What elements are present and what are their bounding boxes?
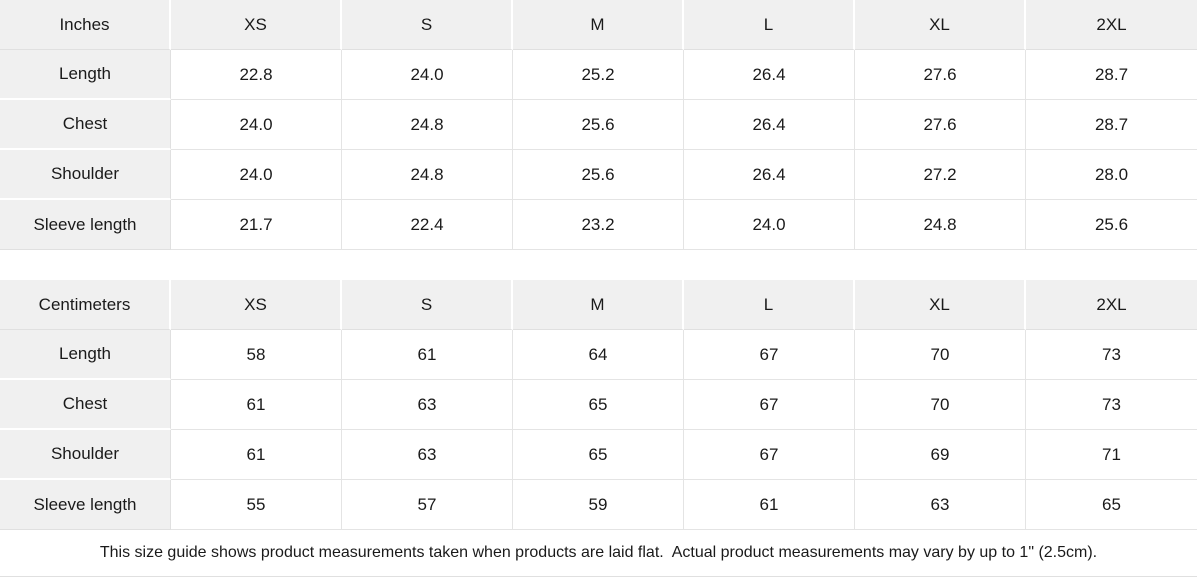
measurement-cell: 27.2 bbox=[855, 150, 1026, 200]
measurement-cell: 71 bbox=[1026, 430, 1197, 480]
measurement-cell: 55 bbox=[171, 480, 342, 530]
size-header-cell: XL bbox=[855, 0, 1026, 50]
measurement-cell: 27.6 bbox=[855, 100, 1026, 150]
size-header-cell: M bbox=[513, 280, 684, 330]
measurement-cell: 65 bbox=[513, 380, 684, 430]
measurement-cell: 21.7 bbox=[171, 200, 342, 250]
measurement-cell: 59 bbox=[513, 480, 684, 530]
inches-size-table: Inches XS S M L XL 2XL Length 22.8 24.0 25.2 26.4 27… bbox=[0, 0, 1197, 250]
measurement-row: Chest 24.0 24.8 25.6 26.4 27.6 28.7 bbox=[0, 100, 1197, 150]
size-header-cell: L bbox=[684, 280, 855, 330]
measurement-row: Length 58 61 64 67 70 73 bbox=[0, 330, 1197, 380]
measurement-cell: 61 bbox=[171, 380, 342, 430]
size-header-row: Inches XS S M L XL 2XL bbox=[0, 0, 1197, 50]
measurement-cell: 69 bbox=[855, 430, 1026, 480]
measurement-row: Chest 61 63 65 67 70 73 bbox=[0, 380, 1197, 430]
measurement-cell: 24.0 bbox=[171, 100, 342, 150]
size-header-cell: 2XL bbox=[1026, 280, 1197, 330]
measurement-cell: 70 bbox=[855, 330, 1026, 380]
measurement-cell: 26.4 bbox=[684, 150, 855, 200]
row-label-cell: Length bbox=[0, 330, 171, 380]
measurement-cell: 57 bbox=[342, 480, 513, 530]
unit-label-cell: Centimeters bbox=[0, 280, 171, 330]
measurement-cell: 25.6 bbox=[1026, 200, 1197, 250]
row-label-cell: Chest bbox=[0, 380, 171, 430]
measurement-cell: 24.8 bbox=[342, 150, 513, 200]
size-header-cell: XS bbox=[171, 0, 342, 50]
measurement-cell: 25.6 bbox=[513, 100, 684, 150]
measurement-cell: 73 bbox=[1026, 330, 1197, 380]
measurement-cell: 25.6 bbox=[513, 150, 684, 200]
measurement-cell: 24.8 bbox=[855, 200, 1026, 250]
table-gap bbox=[0, 250, 1197, 280]
row-label-cell: Sleeve length bbox=[0, 200, 171, 250]
row-label-cell: Shoulder bbox=[0, 150, 171, 200]
measurement-cell: 67 bbox=[684, 330, 855, 380]
size-header-row: Centimeters XS S M L XL 2XL bbox=[0, 280, 1197, 330]
measurement-cell: 63 bbox=[342, 380, 513, 430]
measurement-cell: 24.8 bbox=[342, 100, 513, 150]
size-header-cell: S bbox=[342, 280, 513, 330]
measurement-cell: 26.4 bbox=[684, 50, 855, 100]
measurement-cell: 24.0 bbox=[342, 50, 513, 100]
measurement-cell: 28.0 bbox=[1026, 150, 1197, 200]
measurement-cell: 63 bbox=[855, 480, 1026, 530]
measurement-cell: 67 bbox=[684, 430, 855, 480]
measurement-cell: 28.7 bbox=[1026, 100, 1197, 150]
measurement-cell: 26.4 bbox=[684, 100, 855, 150]
size-header-cell: M bbox=[513, 0, 684, 50]
measurement-cell: 25.2 bbox=[513, 50, 684, 100]
measurement-cell: 28.7 bbox=[1026, 50, 1197, 100]
measurement-cell: 61 bbox=[684, 480, 855, 530]
size-header-cell: L bbox=[684, 0, 855, 50]
measurement-cell: 22.4 bbox=[342, 200, 513, 250]
measurement-row: Shoulder 24.0 24.8 25.6 26.4 27.2 28.0 bbox=[0, 150, 1197, 200]
measurement-cell: 24.0 bbox=[684, 200, 855, 250]
centimeters-size-table: Centimeters XS S M L XL 2XL Length 58 61 64 67 70 73 C… bbox=[0, 280, 1197, 530]
size-header-cell: XS bbox=[171, 280, 342, 330]
size-header-cell: S bbox=[342, 0, 513, 50]
size-header-cell: 2XL bbox=[1026, 0, 1197, 50]
measurement-cell: 23.2 bbox=[513, 200, 684, 250]
unit-label-cell: Inches bbox=[0, 0, 171, 50]
measurement-row: Shoulder 61 63 65 67 69 71 bbox=[0, 430, 1197, 480]
size-header-cell: XL bbox=[855, 280, 1026, 330]
measurement-row: Length 22.8 24.0 25.2 26.4 27.6 28.7 bbox=[0, 50, 1197, 100]
row-label-cell: Shoulder bbox=[0, 430, 171, 480]
measurement-cell: 64 bbox=[513, 330, 684, 380]
row-label-cell: Sleeve length bbox=[0, 480, 171, 530]
measurement-cell: 61 bbox=[342, 330, 513, 380]
measurement-row: Sleeve length 55 57 59 61 63 65 bbox=[0, 480, 1197, 530]
measurement-cell: 58 bbox=[171, 330, 342, 380]
measurement-cell: 67 bbox=[684, 380, 855, 430]
measurement-cell: 65 bbox=[513, 430, 684, 480]
measurement-cell: 22.8 bbox=[171, 50, 342, 100]
measurement-cell: 73 bbox=[1026, 380, 1197, 430]
row-label-cell: Chest bbox=[0, 100, 171, 150]
size-guide-note: This size guide shows product measuremen… bbox=[0, 530, 1197, 577]
measurement-row: Sleeve length 21.7 22.4 23.2 24.0 24.8 25.6 bbox=[0, 200, 1197, 250]
measurement-cell: 63 bbox=[342, 430, 513, 480]
measurement-cell: 65 bbox=[1026, 480, 1197, 530]
measurement-cell: 70 bbox=[855, 380, 1026, 430]
measurement-cell: 27.6 bbox=[855, 50, 1026, 100]
measurement-cell: 24.0 bbox=[171, 150, 342, 200]
measurement-cell: 61 bbox=[171, 430, 342, 480]
row-label-cell: Length bbox=[0, 50, 171, 100]
